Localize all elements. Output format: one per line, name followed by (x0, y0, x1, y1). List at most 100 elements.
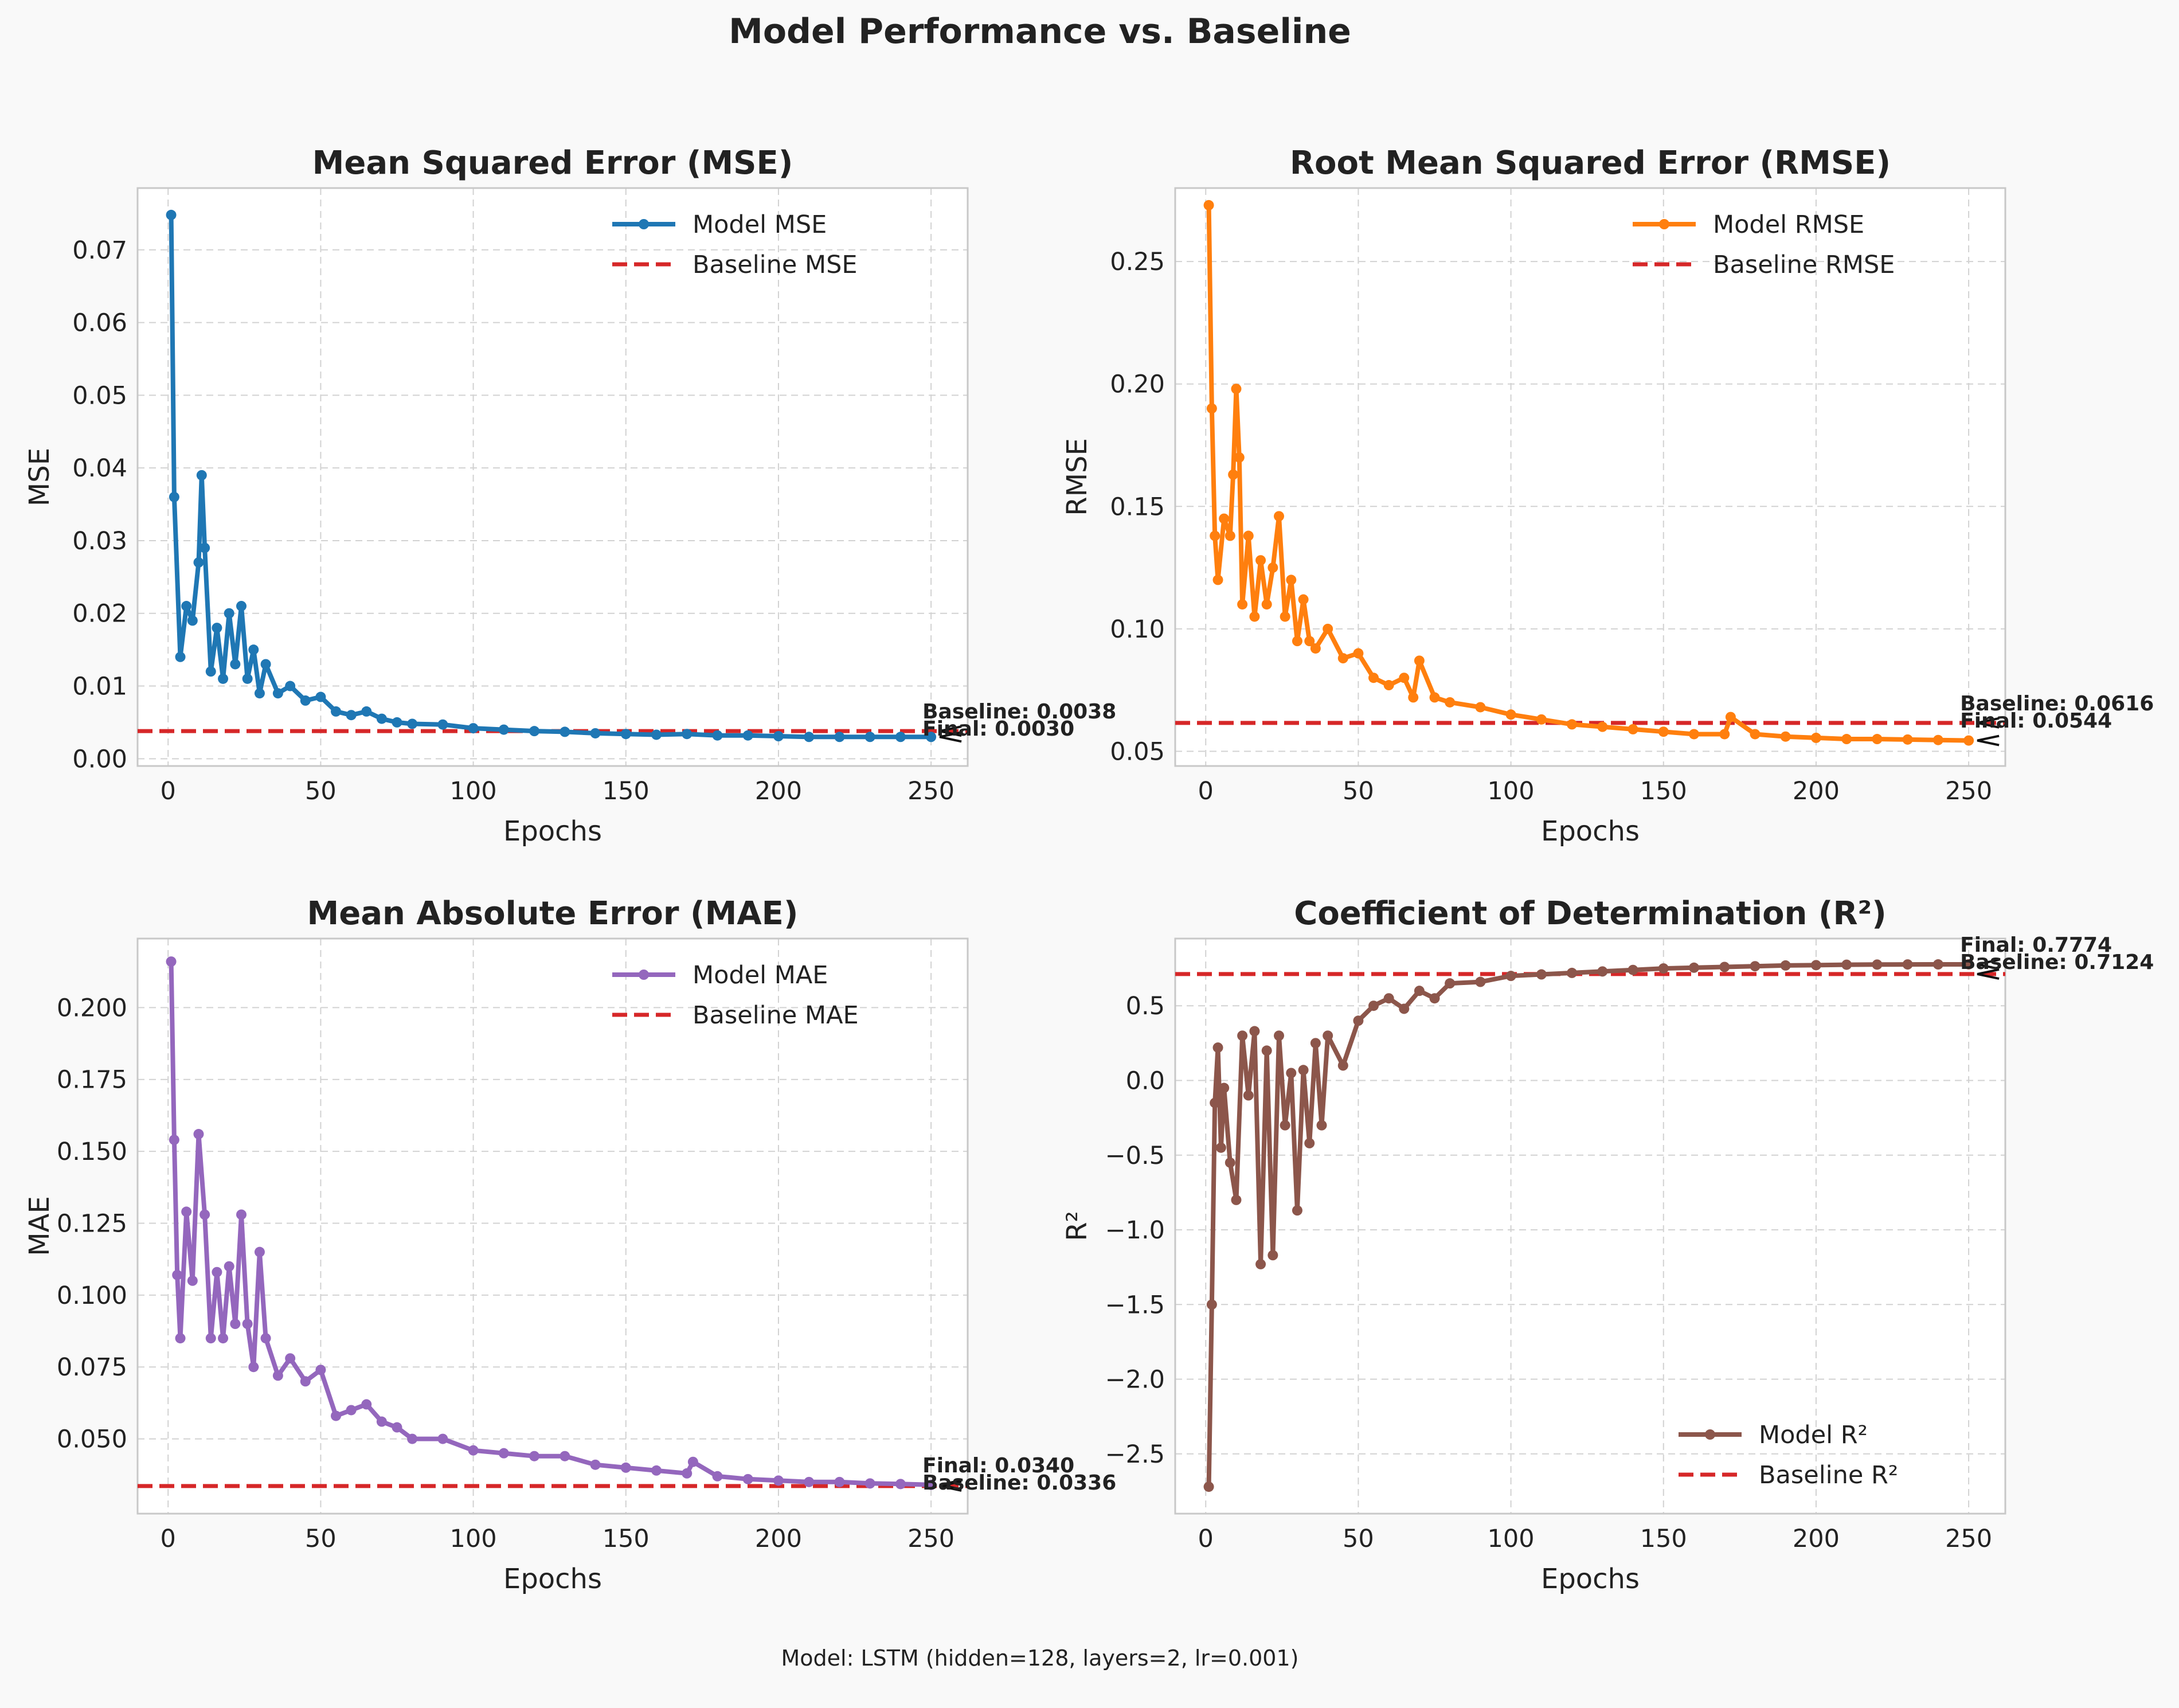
r2-data-point (1243, 1090, 1254, 1101)
mae-chart: 0 50 100 150 200 250 0.050 0.075 0.100 0.125 0.150… (24, 895, 1116, 1595)
rmse-data-point (1872, 734, 1883, 745)
r2-data-point (1203, 1482, 1214, 1492)
mse-data-point (651, 729, 662, 740)
rmse-data-point (1228, 469, 1239, 480)
r2-y-tick-label: −1.5 (1105, 1291, 1165, 1319)
rmse-data-point (1689, 729, 1699, 740)
r2-plot-area (1175, 939, 2005, 1514)
mae-y-tick-label: 0.175 (57, 1066, 127, 1095)
rmse-x-tick-label: 0 (1198, 777, 1214, 806)
mae-data-point (315, 1365, 326, 1375)
mse-legend-label: Baseline MSE (693, 251, 858, 279)
r2-data-point (1255, 1258, 1266, 1269)
rmse-data-point (1505, 709, 1516, 720)
r2-y-tick-label: −2.5 (1105, 1440, 1165, 1469)
mse-annotation-label: Final: 0.0030 (922, 717, 1074, 741)
mse-data-point (834, 732, 845, 742)
mae-data-point (498, 1448, 509, 1459)
r2-legend-marker-model (1705, 1429, 1715, 1440)
mae-data-point (468, 1445, 479, 1456)
rmse-data-point (1292, 636, 1302, 647)
rmse-data-point (1383, 680, 1394, 691)
mae-data-point (172, 1269, 183, 1280)
r2-x-tick-label: 250 (1945, 1525, 1992, 1553)
r2-data-point (1750, 961, 1761, 972)
r2-data-point (1628, 964, 1638, 975)
r2-data-point (1902, 959, 1913, 970)
mse-data-point (498, 724, 509, 735)
mae-data-point (218, 1333, 229, 1344)
mae-data-point (804, 1476, 815, 1487)
rmse-data-point (1597, 721, 1608, 732)
rmse-data-point (1810, 732, 1821, 743)
mse-plot-border (136, 187, 969, 767)
r2-x-tick-label: 100 (1488, 1525, 1535, 1553)
rmse-chart-title: Root Mean Squared Error (RMSE) (1290, 144, 1891, 182)
r2-data-point (1231, 1194, 1242, 1205)
rmse-data-point (1298, 594, 1309, 605)
mae-data-point (864, 1478, 875, 1489)
r2-y-tick-label: −2.0 (1105, 1366, 1165, 1394)
mse-data-point (169, 491, 179, 502)
mse-x-axis-label: Epochs (503, 815, 602, 847)
mse-data-point (529, 726, 540, 737)
mse-data-point (193, 557, 204, 568)
mse-x-tick-label: 0 (161, 777, 176, 806)
rmse-data-point (1219, 513, 1230, 524)
rmse-data-point (1414, 655, 1425, 666)
mae-data-point (392, 1422, 402, 1433)
mae-data-point (437, 1433, 448, 1444)
r2-data-point (1872, 959, 1883, 970)
rmse-data-point (1399, 673, 1410, 683)
rmse-plot-area (1175, 188, 2005, 766)
r2-data-point (1298, 1065, 1309, 1076)
r2-data-point (1536, 969, 1547, 980)
mse-legend: Model MSE Baseline MSE (612, 210, 858, 279)
r2-data-point (1505, 971, 1516, 982)
rmse-data-point (1274, 511, 1284, 522)
rmse-x-tick-label: 150 (1640, 777, 1687, 806)
mae-data-point (212, 1267, 222, 1277)
mae-data-point (407, 1433, 418, 1444)
mse-x-tick-label: 50 (305, 777, 337, 806)
mae-data-point (205, 1333, 216, 1344)
rmse-data-point (1932, 734, 1943, 745)
figure-footnote: Model: LSTM (hidden=128, layers=2, lr=0.… (781, 1646, 1299, 1671)
mse-y-tick-label: 0.06 (72, 309, 127, 338)
r2-plot-border (1174, 937, 2006, 1515)
r2-legend: Model R² Baseline R² (1679, 1421, 1898, 1490)
rmse-data-point (1536, 714, 1547, 725)
mae-data-point (376, 1416, 387, 1427)
r2-data-point (1810, 960, 1821, 971)
rmse-data-point (1210, 530, 1220, 541)
mae-data-point (254, 1246, 265, 1257)
mae-legend-label: Baseline MAE (693, 1001, 859, 1030)
mse-data-point (212, 623, 222, 634)
r2-data-point (1597, 966, 1608, 977)
mse-data-point (236, 601, 247, 612)
mse-data-point (361, 706, 372, 717)
mae-data-point (199, 1209, 210, 1220)
rmse-chart: 0 50 100 150 200 250 0.05 0.10 0.15 0.20 0.25 Root … (1061, 144, 2154, 847)
mae-chart-title: Mean Absolute Error (MAE) (307, 895, 799, 932)
mae-y-tick-label: 0.100 (57, 1281, 127, 1310)
mse-annotation-label: Baseline: 0.0038 (922, 700, 1116, 724)
mse-x-tick-label: 150 (603, 777, 650, 806)
mae-data-point (742, 1474, 753, 1484)
mae-data-point (169, 1135, 179, 1146)
mse-data-point (407, 718, 418, 729)
mae-x-tick-label: 150 (603, 1525, 650, 1553)
mse-data-point (376, 713, 387, 724)
r2-data-point (1286, 1068, 1297, 1078)
mse-data-point (181, 601, 192, 612)
mae-data-point (166, 956, 177, 967)
mse-data-point (346, 710, 357, 721)
r2-annotation-label: Baseline: 0.7124 (1960, 951, 2154, 974)
rmse-data-point (1841, 734, 1852, 745)
rmse-x-axis-label: Epochs (1541, 815, 1640, 847)
mse-data-point (242, 673, 253, 684)
r2-data-point (1261, 1045, 1272, 1056)
mse-data-point (199, 542, 210, 553)
r2-data-point (1414, 986, 1425, 996)
rmse-y-tick-label: 0.25 (1110, 248, 1165, 276)
